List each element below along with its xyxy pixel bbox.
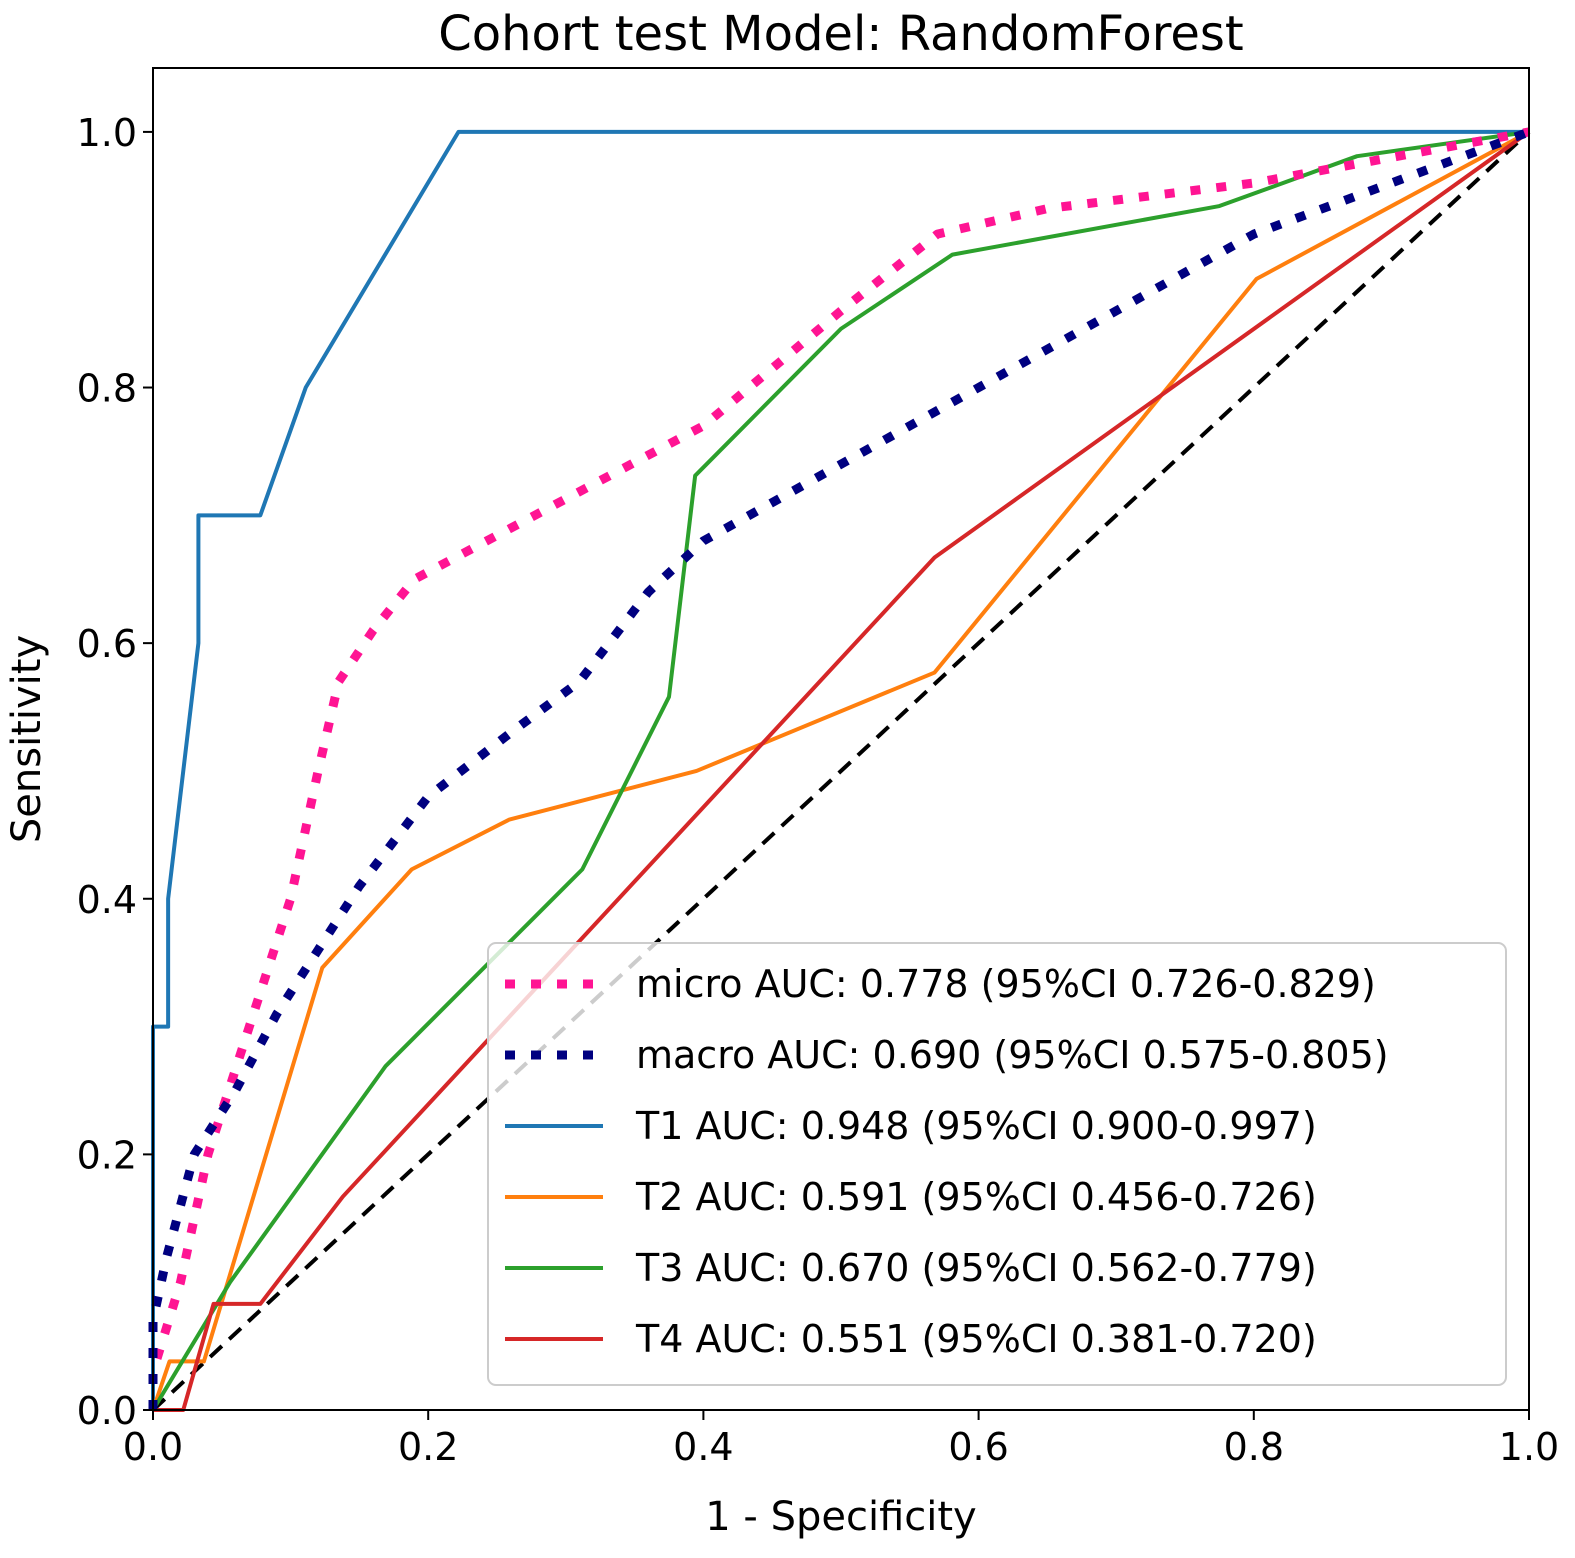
legend-label: micro AUC: 0.778 (95%CI 0.726-0.829) (636, 962, 1376, 1006)
legend-label: macro AUC: 0.690 (95%CI 0.575-0.805) (636, 1033, 1389, 1077)
y-axis: 0.0 0.2 0.4 0.6 0.8 1.0 (77, 111, 153, 1433)
chart-title: Cohort test Model: RandomForest (438, 6, 1244, 62)
y-tick-label: 0.2 (77, 1133, 137, 1177)
y-tick-label: 1.0 (77, 111, 137, 155)
x-tick-label: 0.6 (948, 1425, 1008, 1469)
x-tick-label: 0.2 (398, 1425, 458, 1469)
legend-box (487, 942, 1507, 1386)
legend: micro AUC: 0.778 (95%CI 0.726-0.829) macr… (487, 942, 1507, 1386)
y-tick-label: 0.0 (77, 1389, 137, 1433)
legend-label: T2 AUC: 0.591 (95%CI 0.456-0.726) (635, 1175, 1317, 1219)
y-axis-label: Sensitivity (4, 635, 50, 843)
x-axis: 0.0 0.2 0.4 0.6 0.8 1.0 (123, 1410, 1559, 1469)
series-line-t2 (151, 130, 1530, 1411)
x-tick-label: 0.8 (1224, 1425, 1284, 1469)
series-line-t1 (151, 129, 1529, 1410)
x-tick-label: 0.0 (123, 1425, 183, 1469)
reference-line (151, 130, 1531, 1412)
y-tick-label: 0.8 (77, 367, 137, 411)
x-tick-label: 0.4 (673, 1425, 733, 1469)
y-tick-label: 0.4 (77, 878, 137, 922)
x-axis-label: 1 - Specificity (705, 1494, 976, 1540)
legend-label: T4 AUC: 0.551 (95%CI 0.381-0.720) (635, 1317, 1317, 1361)
series-line-micro (148, 127, 1530, 1410)
legend-label: T3 AUC: 0.670 (95%CI 0.562-0.779) (635, 1246, 1317, 1290)
x-tick-label: 1.0 (1499, 1425, 1559, 1469)
legend-label: T1 AUC: 0.948 (95%CI 0.900-0.997) (635, 1104, 1317, 1148)
plot-lines (148, 127, 1531, 1412)
plot-frame (152, 67, 1530, 1411)
series-line-macro (148, 127, 1531, 1410)
y-tick-label: 0.6 (77, 622, 137, 666)
series-line-t3 (151, 129, 1530, 1412)
